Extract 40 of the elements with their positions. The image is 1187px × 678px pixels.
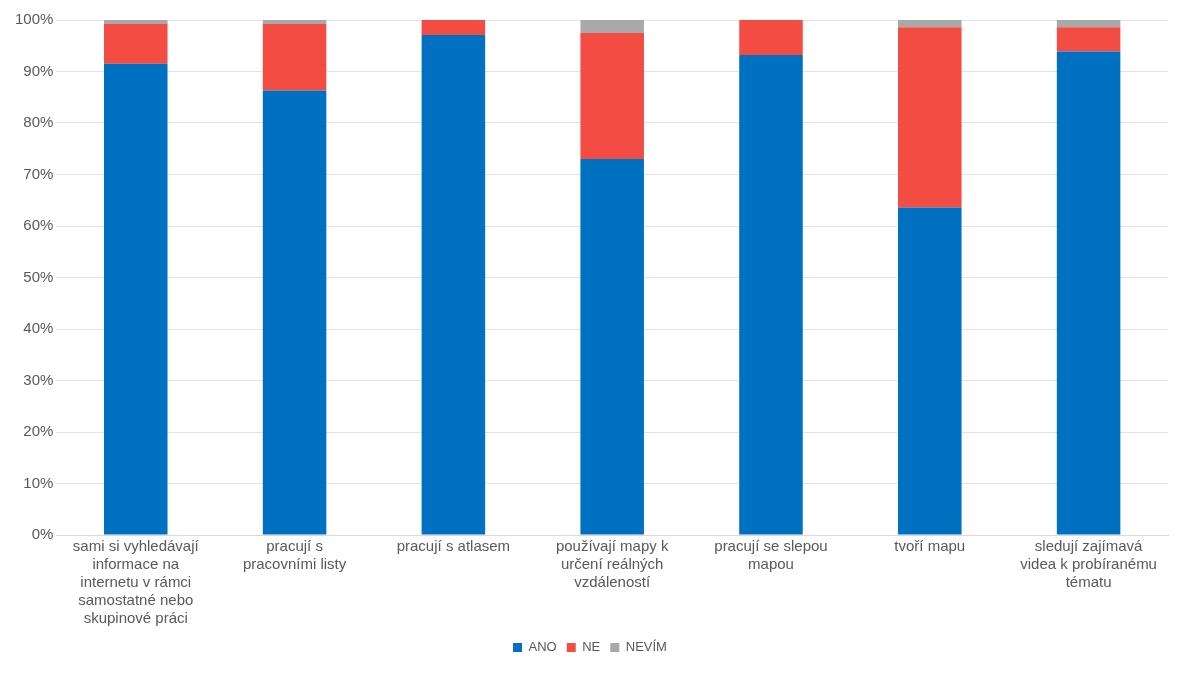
- y-tick-label: 40%: [23, 319, 54, 337]
- x-tick-label: pracují s pracovními listy: [242, 537, 347, 573]
- bar: [1056, 20, 1121, 28]
- bar: [421, 20, 486, 35]
- bar: [421, 34, 486, 535]
- legend-label: ANO: [528, 639, 557, 655]
- bar: [898, 20, 962, 28]
- x-tick-label: používají mapy k určení reálných vzdáleností: [555, 537, 669, 591]
- y-tick-label: 0%: [31, 525, 54, 543]
- bar: [104, 24, 168, 64]
- bar: [580, 159, 644, 535]
- bar: [580, 32, 644, 160]
- bar: [104, 20, 168, 25]
- y-tick-label: 30%: [23, 370, 54, 388]
- bar: [262, 24, 327, 91]
- bar: [1056, 27, 1121, 52]
- y-tick-label: 50%: [23, 267, 54, 285]
- y-tick-label: 70%: [23, 164, 54, 182]
- y-tick-label: 80%: [23, 113, 54, 131]
- bar: [1056, 51, 1121, 535]
- x-tick-label: pracují s atlasem: [396, 537, 511, 555]
- bar: [580, 20, 644, 33]
- x-tick-label: sledují zajímavá videa k probíranému tématu: [1020, 537, 1157, 591]
- legend-label: NEVÍM: [625, 639, 667, 655]
- y-tick-label: 60%: [23, 216, 54, 234]
- bar: [739, 20, 803, 56]
- bar: [262, 20, 327, 25]
- x-tick-label: sami si vyhledávají informace na internetu v rámci samostatné nebo skupinové práci: [72, 537, 200, 627]
- bar: [898, 27, 962, 208]
- bar: [739, 55, 803, 535]
- x-tick-label: tvoří mapu: [894, 537, 966, 555]
- bar: [898, 207, 962, 535]
- y-tick-label: 10%: [23, 473, 54, 491]
- legend-label: NE: [582, 639, 601, 655]
- y-tick-label: 90%: [23, 61, 54, 79]
- bar: [104, 63, 168, 535]
- x-tick-label: pracují se slepou mapou: [714, 537, 828, 573]
- y-tick-label: 20%: [23, 422, 54, 440]
- bar: [262, 90, 327, 535]
- y-tick-label: 100%: [14, 10, 54, 28]
